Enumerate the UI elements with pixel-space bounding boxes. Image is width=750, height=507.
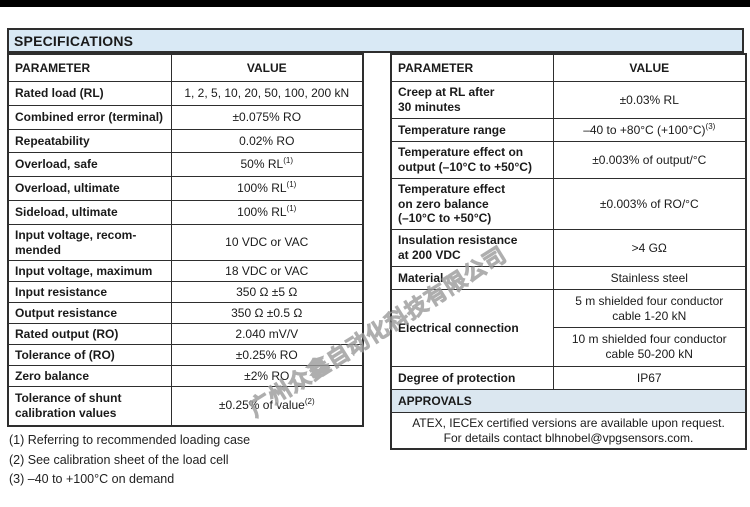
specifications-header-band: SPECIFICATIONS bbox=[7, 28, 744, 53]
param-cell: Degree of protection bbox=[390, 366, 554, 390]
footnote-ref: (3) bbox=[705, 121, 716, 131]
value-cell: Stainless steel bbox=[552, 266, 747, 290]
value-cell: 1, 2, 5, 10, 20, 50, 100, 200 kN bbox=[170, 81, 364, 106]
table-header-row: PARAMETER VALUE bbox=[390, 53, 747, 82]
value-cell: 50% RL(1) bbox=[170, 152, 364, 177]
value-cell: 18 VDC or VAC bbox=[170, 260, 364, 282]
table-header-row: PARAMETER VALUE bbox=[7, 53, 364, 82]
top-border-bar bbox=[0, 0, 750, 7]
spec-row: 10 m shielded four conductor cable 50-20… bbox=[391, 327, 747, 367]
value-cell: >4 GΩ bbox=[552, 229, 747, 267]
param-header: PARAMETER bbox=[7, 53, 172, 82]
value-cell: 100% RL(1) bbox=[170, 176, 364, 201]
param-cell: Output resistance bbox=[7, 302, 172, 324]
value-cell: 100% RL(1) bbox=[170, 200, 364, 225]
spec-row: Tolerance of (RO) ±0.25% RO bbox=[7, 344, 364, 366]
param-cell: Overload, safe bbox=[7, 152, 172, 177]
param-cell: Electrical connection bbox=[390, 289, 554, 367]
spec-row: Repeatability 0.02% RO bbox=[7, 129, 364, 153]
param-cell: Input voltage, maximum bbox=[7, 260, 172, 282]
value-cell: ±0.25% of value(2) bbox=[170, 386, 364, 426]
param-cell: Tolerance of (RO) bbox=[7, 344, 172, 366]
spec-row: Temperature effect on zero balance (–10°… bbox=[390, 178, 747, 230]
param-cell: Insulation resistance at 200 VDC bbox=[390, 229, 554, 267]
approvals-note-row: ATEX, IECEx certified versions are avail… bbox=[390, 412, 747, 450]
value-cell: ±0.03% RL bbox=[552, 81, 747, 119]
param-cell: Rated load (RL) bbox=[7, 81, 172, 106]
param-cell: Overload, ultimate bbox=[7, 176, 172, 201]
value-cell: 5 m shielded four conductor cable 1-20 k… bbox=[552, 289, 747, 328]
param-cell: Material bbox=[390, 266, 554, 290]
spec-row: Combined error (terminal) ±0.075% RO bbox=[7, 105, 364, 130]
param-cell: Temperature effect on output (–10°C to +… bbox=[390, 141, 554, 179]
spec-row: Sideload, ultimate 100% RL(1) bbox=[7, 200, 364, 225]
spec-row: Degree of protection IP67 bbox=[390, 366, 747, 390]
value-cell: –40 to +80°C (+100°C)(3) bbox=[552, 118, 747, 142]
footnote-2: (2) See calibration sheet of the load ce… bbox=[9, 452, 229, 467]
spec-row: Input resistance 350 Ω ±5 Ω bbox=[7, 281, 364, 303]
value-cell: ±0.003% of RO/°C bbox=[552, 178, 747, 230]
param-cell: Combined error (terminal) bbox=[7, 105, 172, 130]
right-spec-table: PARAMETER VALUE Creep at RL after 30 min… bbox=[390, 53, 747, 451]
param-header: PARAMETER bbox=[390, 53, 554, 82]
value-cell: 350 Ω ±0.5 Ω bbox=[170, 302, 364, 324]
specifications-title: SPECIFICATIONS bbox=[14, 32, 134, 49]
spec-row: Electrical connection 5 m shielded four … bbox=[390, 289, 747, 367]
value-cell: 10 m shielded four conductor cable 50-20… bbox=[552, 327, 747, 367]
param-cell: Temperature effect on zero balance (–10°… bbox=[390, 178, 554, 230]
spec-row: Tolerance of shunt calibration values ±0… bbox=[7, 386, 364, 426]
param-cell: Zero balance bbox=[7, 365, 172, 387]
spec-row: Rated load (RL) 1, 2, 5, 10, 20, 50, 100… bbox=[7, 81, 364, 106]
approvals-header-row: APPROVALS bbox=[390, 389, 747, 413]
approvals-header: APPROVALS bbox=[390, 389, 747, 413]
footnote-ref: (1) bbox=[286, 204, 297, 214]
spec-row: Rated output (RO) 2.040 mV/V bbox=[7, 323, 364, 345]
value-header: VALUE bbox=[170, 53, 364, 82]
spec-row: Insulation resistance at 200 VDC >4 GΩ bbox=[390, 229, 747, 267]
value-cell: 350 Ω ±5 Ω bbox=[170, 281, 364, 303]
param-cell: Repeatability bbox=[7, 129, 172, 153]
spec-row: Overload, ultimate 100% RL(1) bbox=[7, 176, 364, 201]
value-cell: ±2% RO bbox=[170, 365, 364, 387]
param-cell: Temperature range bbox=[390, 118, 554, 142]
footnotes: (1) Referring to recommended loading cas… bbox=[9, 431, 250, 490]
footnote-3: (3) –40 to +100°C on demand bbox=[9, 472, 175, 486]
param-cell: Sideload, ultimate bbox=[7, 200, 172, 225]
param-cell: Creep at RL after 30 minutes bbox=[390, 81, 554, 119]
param-cell: Input voltage, recom- mended bbox=[7, 224, 172, 261]
param-cell: Tolerance of shunt calibration values bbox=[7, 386, 172, 426]
value-header: VALUE bbox=[552, 53, 747, 82]
spec-row: Input voltage, maximum 18 VDC or VAC bbox=[7, 260, 364, 282]
spec-row: Overload, safe 50% RL(1) bbox=[7, 152, 364, 177]
value-cell: ±0.25% RO bbox=[170, 344, 364, 366]
spec-row: Material Stainless steel bbox=[390, 266, 747, 290]
param-cell: Input resistance bbox=[7, 281, 172, 303]
footnote-ref: (1) bbox=[286, 180, 297, 190]
spec-row: Creep at RL after 30 minutes ±0.03% RL bbox=[390, 81, 747, 119]
spec-row: Zero balance ±2% RO bbox=[7, 365, 364, 387]
value-cell: 10 VDC or VAC bbox=[170, 224, 364, 261]
spec-row: Temperature effect on output (–10°C to +… bbox=[390, 141, 747, 179]
spec-row: Temperature range –40 to +80°C (+100°C)(… bbox=[390, 118, 747, 142]
footnote-1: (1) Referring to recommended loading cas… bbox=[9, 433, 251, 447]
spec-row: Input voltage, recom- mended 10 VDC or V… bbox=[7, 224, 364, 261]
value-cell: IP67 bbox=[552, 366, 747, 390]
footnote-ref: (2) bbox=[304, 397, 315, 407]
param-cell: Rated output (RO) bbox=[7, 323, 172, 345]
value-cell: 2.040 mV/V bbox=[170, 323, 364, 345]
value-cell: 0.02% RO bbox=[170, 129, 364, 153]
spec-row: Output resistance 350 Ω ±0.5 Ω bbox=[7, 302, 364, 324]
approvals-note: ATEX, IECEx certified versions are avail… bbox=[390, 412, 747, 450]
footnote-ref: (1) bbox=[283, 156, 293, 166]
value-cell: ±0.075% RO bbox=[170, 105, 364, 130]
left-spec-table: PARAMETER VALUE Rated load (RL) 1, 2, 5,… bbox=[7, 53, 364, 427]
value-cell: ±0.003% of output/°C bbox=[552, 141, 747, 179]
